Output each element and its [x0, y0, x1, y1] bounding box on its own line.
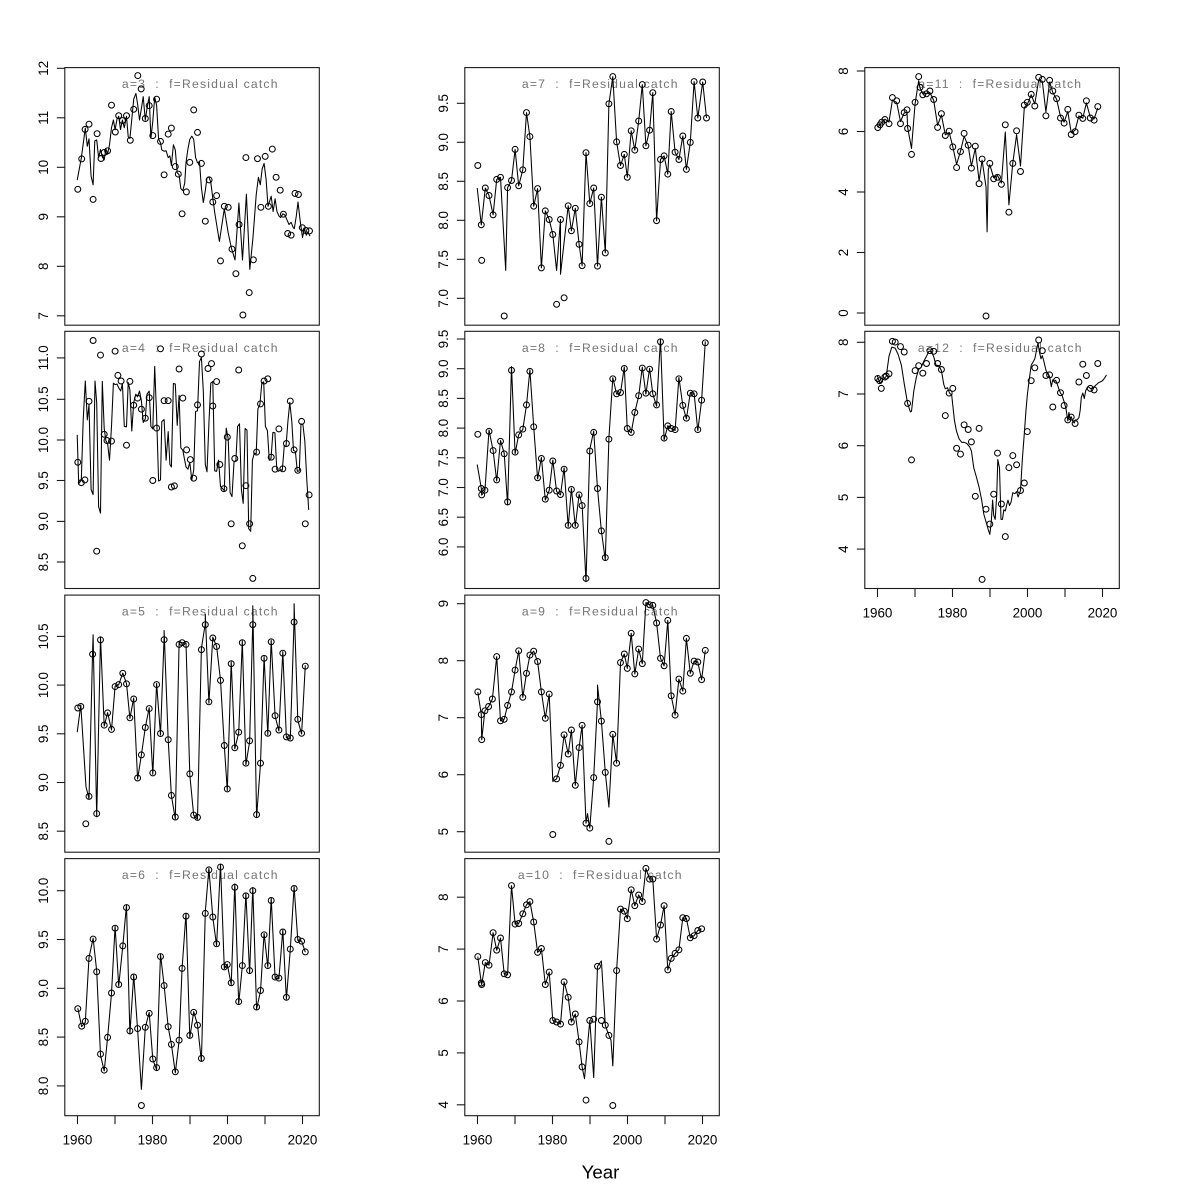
svg-text:9.5: 9.5	[36, 930, 51, 949]
svg-text:a=7 : f=Residual catch: a=7 : f=Residual catch	[522, 77, 679, 91]
svg-text:7.5: 7.5	[436, 448, 451, 467]
svg-text:a=8 : f=Residual catch: a=8 : f=Residual catch	[522, 341, 679, 355]
svg-text:9.5: 9.5	[436, 94, 451, 113]
svg-text:4: 4	[836, 545, 851, 553]
svg-text:10.0: 10.0	[36, 427, 51, 453]
svg-text:2020: 2020	[1088, 605, 1118, 620]
svg-text:0: 0	[836, 309, 851, 316]
svg-text:4: 4	[436, 1101, 451, 1109]
svg-text:2: 2	[836, 249, 851, 256]
svg-text:8: 8	[836, 67, 851, 74]
svg-text:10.0: 10.0	[36, 878, 51, 904]
svg-text:10: 10	[36, 160, 51, 175]
svg-text:9.0: 9.0	[36, 773, 51, 792]
svg-text:6: 6	[436, 771, 451, 778]
svg-text:8: 8	[836, 339, 851, 346]
svg-text:7.0: 7.0	[436, 289, 451, 308]
svg-text:6.0: 6.0	[436, 538, 451, 557]
svg-text:9.5: 9.5	[36, 471, 51, 490]
svg-text:8: 8	[436, 893, 451, 900]
svg-text:1980: 1980	[938, 605, 968, 620]
svg-text:9.0: 9.0	[36, 979, 51, 998]
svg-text:1960: 1960	[863, 605, 893, 620]
svg-text:Year: Year	[582, 1162, 620, 1183]
svg-text:8.0: 8.0	[436, 419, 451, 438]
svg-text:7: 7	[36, 312, 51, 319]
svg-text:9.5: 9.5	[436, 330, 451, 349]
svg-text:8.5: 8.5	[36, 822, 51, 841]
svg-text:2020: 2020	[688, 1133, 718, 1148]
svg-text:a=3 : f=Residual catch: a=3 : f=Residual catch	[122, 77, 279, 91]
svg-text:a=11 : f=Residual catch: a=11 : f=Residual catch	[918, 77, 1082, 91]
svg-text:6: 6	[436, 997, 451, 1004]
svg-text:9: 9	[36, 213, 51, 220]
svg-text:8.5: 8.5	[436, 389, 451, 408]
svg-text:9.5: 9.5	[36, 724, 51, 743]
svg-text:2000: 2000	[1013, 605, 1043, 620]
svg-text:7.5: 7.5	[436, 250, 451, 269]
svg-text:10.5: 10.5	[36, 623, 51, 649]
svg-text:5: 5	[436, 828, 451, 835]
svg-text:7: 7	[436, 945, 451, 952]
svg-text:8: 8	[436, 657, 451, 664]
svg-text:5: 5	[436, 1049, 451, 1056]
svg-text:8: 8	[36, 263, 51, 270]
svg-text:8.5: 8.5	[36, 553, 51, 572]
svg-text:a=4 : f=Residual catch: a=4 : f=Residual catch	[122, 341, 279, 355]
svg-text:8.0: 8.0	[36, 1077, 51, 1096]
svg-text:1980: 1980	[538, 1133, 568, 1148]
svg-text:8.5: 8.5	[36, 1028, 51, 1047]
svg-text:9: 9	[436, 600, 451, 607]
svg-text:a=6 : f=Residual catch: a=6 : f=Residual catch	[122, 868, 279, 882]
svg-text:1980: 1980	[138, 1133, 168, 1148]
svg-text:8.0: 8.0	[436, 211, 451, 230]
svg-text:5: 5	[836, 494, 851, 501]
svg-text:4: 4	[836, 188, 851, 196]
svg-text:10.5: 10.5	[36, 386, 51, 412]
svg-text:2000: 2000	[613, 1133, 643, 1148]
svg-text:a=10 : f=Residual catch: a=10 : f=Residual catch	[518, 868, 683, 882]
svg-text:9.0: 9.0	[436, 359, 451, 378]
svg-text:8.5: 8.5	[436, 172, 451, 191]
svg-text:2020: 2020	[288, 1133, 318, 1148]
svg-text:2000: 2000	[213, 1133, 243, 1148]
svg-text:9.0: 9.0	[36, 512, 51, 531]
svg-text:11: 11	[36, 111, 51, 125]
svg-text:7: 7	[836, 390, 851, 397]
svg-text:10.0: 10.0	[36, 672, 51, 698]
svg-text:1960: 1960	[63, 1133, 93, 1148]
svg-text:a=5 : f=Residual catch: a=5 : f=Residual catch	[122, 605, 279, 619]
svg-text:a=12 : f=Residual catch: a=12 : f=Residual catch	[918, 341, 1083, 355]
svg-text:a=9 : f=Residual catch: a=9 : f=Residual catch	[522, 605, 679, 619]
svg-text:9.0: 9.0	[436, 133, 451, 152]
svg-text:7.0: 7.0	[436, 478, 451, 497]
svg-text:7: 7	[436, 714, 451, 721]
svg-text:6.5: 6.5	[436, 508, 451, 527]
svg-text:6: 6	[836, 128, 851, 135]
svg-text:12: 12	[36, 61, 51, 76]
svg-text:1960: 1960	[463, 1133, 493, 1148]
svg-text:6: 6	[836, 442, 851, 449]
svg-text:11.0: 11.0	[36, 345, 51, 370]
